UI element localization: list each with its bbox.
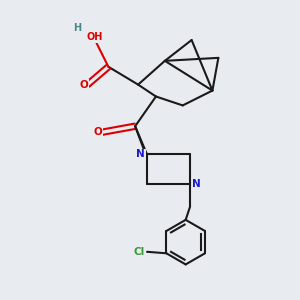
Text: H: H: [73, 23, 81, 33]
Text: N: N: [192, 179, 201, 189]
Text: Cl: Cl: [133, 247, 144, 257]
Text: N: N: [136, 149, 145, 160]
Text: OH: OH: [87, 32, 103, 42]
Text: O: O: [94, 127, 102, 137]
Text: O: O: [80, 80, 88, 90]
